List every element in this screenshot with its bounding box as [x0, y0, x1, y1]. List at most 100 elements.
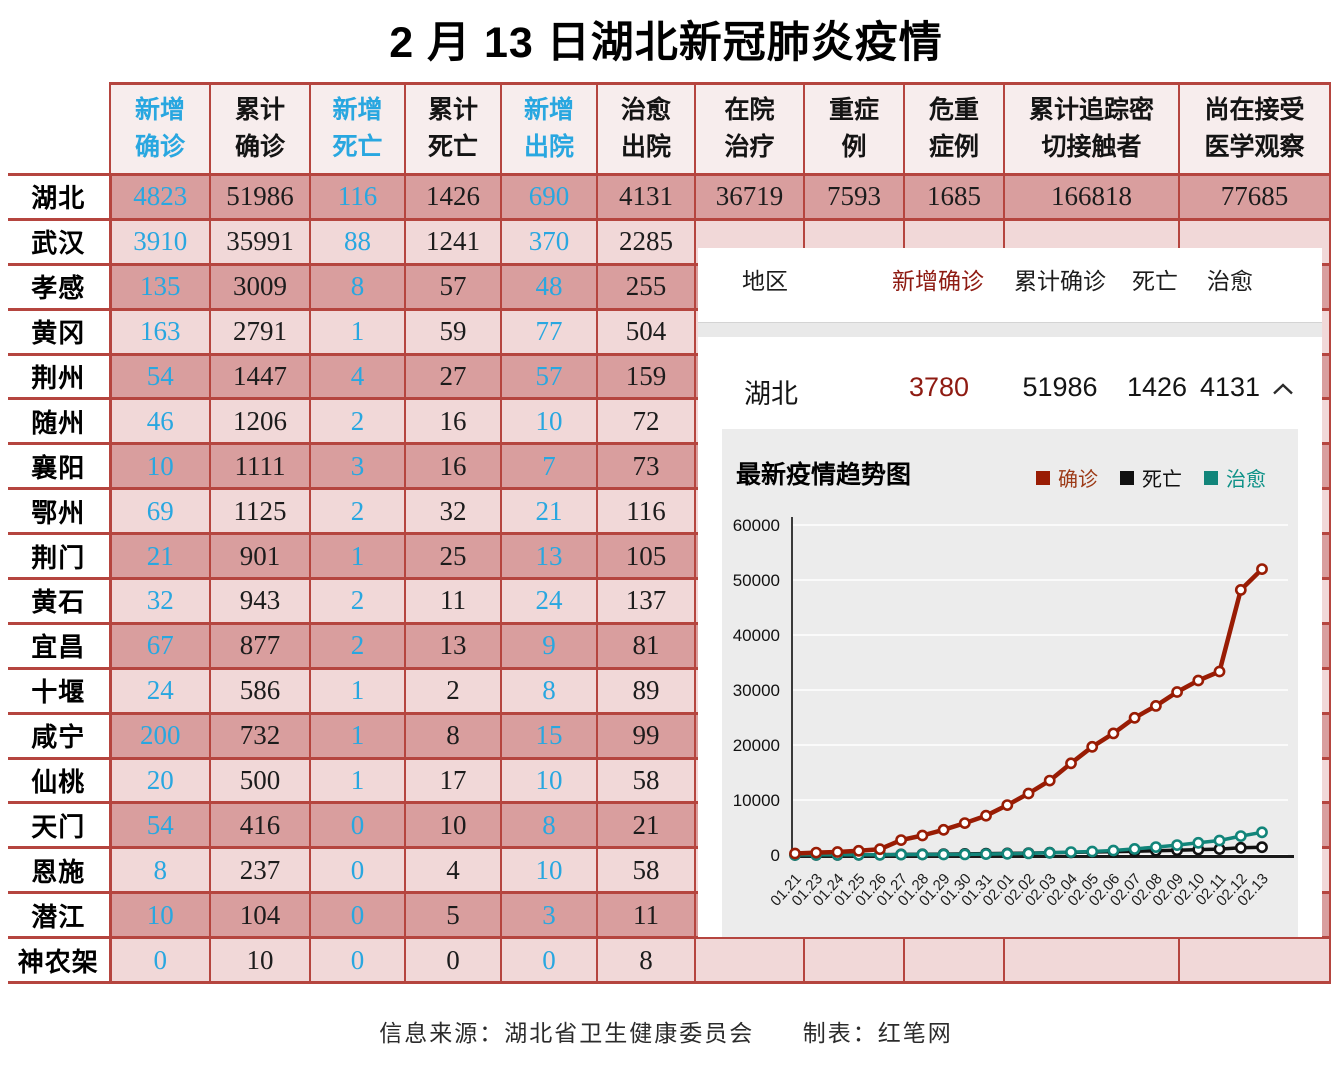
legend-label: 死亡 — [1142, 469, 1182, 491]
column-header-line: 确诊 — [234, 134, 285, 161]
column-header-line: 重症 — [828, 97, 879, 124]
corner-cell — [8, 83, 110, 176]
table-cell: 1 — [309, 666, 406, 715]
table-cell: 10 — [109, 442, 211, 491]
table-cell: 10 — [500, 756, 598, 805]
column-header: 在院 治疗 — [694, 82, 805, 176]
region-cell: 随州 — [8, 397, 112, 446]
region-cell: 恩施 — [8, 846, 112, 895]
table-cell: 4 — [309, 352, 406, 401]
popup-header-cured: 治愈 — [1207, 268, 1253, 294]
column-header: 新增 确诊 — [109, 82, 211, 176]
column-header-line: 新增 — [134, 97, 185, 124]
table-cell: 2285 — [596, 217, 696, 266]
table-cell — [694, 936, 805, 985]
table-cell: 67 — [109, 621, 211, 670]
table-cell: 2 — [309, 577, 406, 625]
table-row: 神农架 0 10 0 0 0 8 — [8, 936, 1331, 985]
table-cell: 58 — [596, 756, 696, 805]
table-cell: 0 — [309, 801, 406, 850]
table-cell: 7593 — [803, 173, 905, 221]
table-row: 恩施 8 237 0 4 10 58 — [8, 846, 1331, 895]
column-header-line: 确诊 — [134, 134, 185, 161]
table-cell: 3009 — [209, 262, 311, 311]
table-cell: 0 — [309, 936, 406, 985]
table-header-row: 新增 确诊 累计 确诊 新增 死亡 累计 死亡 新增 出院 治愈 出院 在院 治疗 重症例危重 症例 累计追踪密… — [8, 82, 1331, 176]
legend-swatch-icon — [1204, 470, 1218, 485]
table-cell: 0 — [309, 846, 406, 895]
svg-text:60000: 60000 — [733, 516, 780, 535]
table-cell: 3910 — [109, 217, 211, 266]
table-cell: 54 — [109, 801, 211, 850]
table-cell: 73 — [596, 442, 696, 491]
legend-label: 治愈 — [1226, 469, 1266, 491]
region-cell: 湖北 — [8, 173, 112, 221]
table-cell: 21 — [596, 801, 696, 850]
region-cell: 潜江 — [8, 891, 112, 940]
table-cell: 370 — [500, 217, 598, 266]
table-cell: 59 — [404, 307, 502, 356]
column-header-line: 死亡 — [427, 134, 478, 161]
column-header-line: 累计追踪密 — [1028, 97, 1154, 124]
table-cell: 255 — [596, 262, 696, 311]
region-cell: 十堰 — [8, 666, 112, 715]
column-header-line: 死亡 — [332, 134, 383, 161]
legend-item: 确诊 — [1036, 463, 1098, 492]
table-cell: 200 — [109, 711, 211, 760]
legend-swatch-icon — [1036, 470, 1050, 485]
table-cell: 36719 — [694, 173, 805, 221]
region-cell: 武汉 — [8, 217, 112, 266]
table-cell: 901 — [209, 532, 311, 581]
table-cell: 88 — [309, 217, 406, 266]
column-header-line: 尚在接受 — [1204, 97, 1305, 124]
popup-header-region: 地区 — [742, 268, 788, 294]
column-header: 危重 症例 — [903, 82, 1005, 176]
table-cell: 2 — [309, 621, 406, 670]
table-cell: 48 — [500, 262, 598, 311]
column-header-line: 治疗 — [724, 134, 775, 161]
table-cell: 116 — [309, 173, 406, 221]
page-title: 2 月 13 日湖北新冠肺炎疫情 — [389, 19, 943, 67]
table-cell: 10 — [209, 936, 311, 985]
table-cell: 15 — [500, 711, 598, 760]
table-cell: 2 — [404, 666, 502, 715]
hubei-row-region: 湖北 — [744, 379, 798, 409]
region-cell: 宜昌 — [8, 621, 112, 670]
table-cell: 81 — [596, 621, 696, 670]
table-cell: 10 — [404, 801, 502, 850]
table-cell: 500 — [209, 756, 311, 805]
table-cell: 10 — [500, 846, 598, 895]
table-cell: 1 — [309, 711, 406, 760]
table-cell: 0 — [404, 936, 502, 985]
hubei-summary-row[interactable]: 湖北 3780 51986 1426 4131 — [698, 356, 1322, 420]
popup-header: 地区 新增确诊 累计确诊 死亡 治愈 — [698, 262, 1322, 296]
table-cell: 25 — [404, 532, 502, 581]
table-cell: 16 — [404, 397, 502, 446]
table-cell: 5 — [404, 891, 502, 940]
table-cell: 1125 — [209, 487, 311, 536]
table-cell: 58 — [596, 846, 696, 895]
table-row: 湖北 4823 51986 116 1426 690 4131 36719 7593 1685 16… — [8, 173, 1331, 221]
table-cell: 0 — [309, 891, 406, 940]
table-cell: 32 — [404, 487, 502, 536]
trend-chart-title: 最新疫情趋势图 — [736, 461, 912, 489]
hubei-row-total-confirmed: 51986 — [1022, 372, 1098, 402]
column-header-line: 例 — [841, 134, 867, 161]
svg-text:10000: 10000 — [733, 791, 780, 810]
table-cell: 1 — [309, 532, 406, 581]
trend-chart-panel: 最新疫情趋势图 确诊 死亡 治愈 0 10000 20000 30000 40000 5000… — [722, 429, 1298, 937]
table-cell: 21 — [109, 532, 211, 581]
table-cell: 116 — [596, 487, 696, 536]
collapse-chevron-up-icon[interactable] — [1272, 382, 1294, 396]
column-header: 累计 死亡 — [404, 82, 502, 176]
column-header-line: 累计 — [234, 97, 285, 124]
region-cell: 荆州 — [8, 352, 112, 401]
table-cell: 20 — [109, 756, 211, 805]
table-cell: 7 — [500, 442, 598, 491]
column-header-line: 新增 — [332, 97, 383, 124]
column-header-line: 出院 — [523, 134, 574, 161]
table-cell: 2 — [309, 487, 406, 536]
table-cell: 8 — [596, 936, 696, 985]
column-header-line: 危重 — [928, 97, 979, 124]
table-cell: 17 — [404, 756, 502, 805]
